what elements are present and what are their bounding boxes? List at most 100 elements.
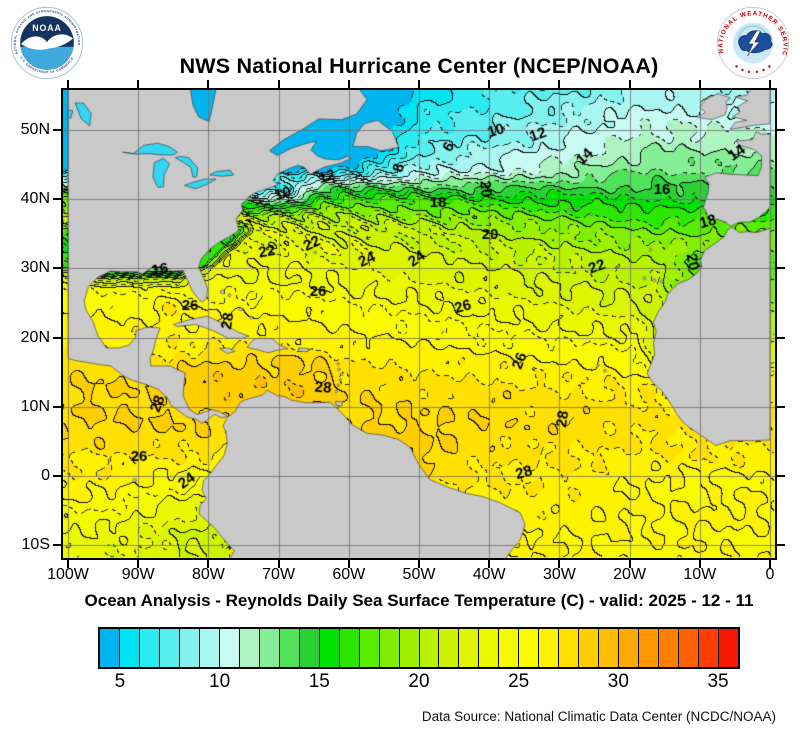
lon-tick-label: 70W <box>262 566 296 583</box>
colorbar-segment <box>538 629 559 667</box>
colorbar-segment <box>638 629 659 667</box>
page-title: NWS National Hurricane Center (NCEP/NOAA… <box>179 54 659 78</box>
lon-tick-top <box>418 80 420 88</box>
lon-tick-top <box>137 80 140 88</box>
lat-tick-label: 50N <box>20 121 50 138</box>
lat-tick-left <box>53 336 61 339</box>
colorbar-segment <box>658 629 679 667</box>
lon-tick-bottom <box>418 560 420 568</box>
colorbar-segment <box>438 629 459 667</box>
colorbar-segment <box>578 629 599 667</box>
lon-tick-label: 100W <box>47 566 89 583</box>
lon-tick-top <box>207 80 210 88</box>
colorbar-tick-label: 20 <box>408 671 430 692</box>
lon-tick-label: 30W <box>542 566 576 583</box>
lon-tick-bottom <box>67 560 69 568</box>
colorbar-segment <box>118 629 139 667</box>
colorbar-segment <box>278 629 299 667</box>
lon-tick-top <box>558 80 561 88</box>
nws-swirl <box>737 25 767 40</box>
map-frame <box>61 88 777 560</box>
colorbar-segment <box>318 629 339 667</box>
colorbar-segment <box>238 629 259 667</box>
colorbar-tick-label: 10 <box>209 671 231 692</box>
nws-lightning-icon <box>747 30 761 57</box>
colorbar-segment <box>358 629 379 667</box>
colorbar-tick-label: 35 <box>707 671 729 692</box>
colorbar-tick-label: 25 <box>508 671 530 692</box>
lon-tick-label: 20W <box>613 566 647 583</box>
lat-tick-right <box>777 267 785 270</box>
lat-tick-label: 30N <box>20 259 50 277</box>
colorbar-segment <box>458 629 479 667</box>
colorbar-segment <box>618 629 639 667</box>
colorbar-segment <box>198 629 219 667</box>
lat-tick-right <box>777 129 785 131</box>
colorbar-segment <box>258 629 279 667</box>
lat-tick-left <box>53 475 61 477</box>
noaa-bird-icon <box>21 34 73 50</box>
lat-tick-left <box>53 405 61 408</box>
colorbar-segment <box>698 629 719 667</box>
noaa-sea <box>20 46 74 70</box>
lon-tick-top <box>347 80 350 88</box>
lat-tick-left <box>53 267 61 270</box>
lon-tick-label: 50W <box>402 566 436 583</box>
nws-logo: NATIONAL WEATHER SERVICE <box>716 6 790 80</box>
lon-tick-label: 10W <box>683 566 717 583</box>
lon-tick-label: 0 <box>765 566 775 583</box>
colorbar-segment <box>298 629 319 667</box>
colorbar-segment <box>398 629 419 667</box>
lon-tick-bottom <box>628 560 631 568</box>
colorbar-tick-label: 30 <box>607 671 629 692</box>
lat-tick-right <box>777 336 785 339</box>
colorbar-tick-label: 5 <box>114 671 126 692</box>
lon-tick-top <box>628 80 631 88</box>
lon-tick-top <box>67 80 69 88</box>
lat-tick-label: 0 <box>41 467 50 484</box>
colorbar-segment <box>158 629 179 667</box>
lon-tick-label: 60W <box>332 566 366 583</box>
lon-tick-top <box>277 80 280 88</box>
colorbar-tick-label: 15 <box>308 671 330 692</box>
colorbar-segment <box>498 629 519 667</box>
lat-tick-left <box>53 198 61 201</box>
lat-tick-label: 20N <box>20 328 50 346</box>
lon-tick-top <box>698 80 701 88</box>
nws-cloud-icon <box>738 30 773 54</box>
noaa-center-text: NOAA <box>32 23 62 33</box>
colorbar-segment <box>598 629 619 667</box>
nws-ring-stars <box>735 65 771 74</box>
lon-tick-bottom <box>137 560 140 568</box>
noaa-logo: NATIONAL OCEANIC AND ATMOSPHERIC ADMINIS… <box>10 6 84 80</box>
lon-tick-top <box>769 80 771 88</box>
lat-tick-right <box>777 475 785 477</box>
data-source-text: Data Source: National Climatic Data Cent… <box>421 709 776 724</box>
colorbar-segment <box>100 629 119 667</box>
lat-tick-label: 10S <box>21 536 50 554</box>
lat-tick-right <box>777 405 785 408</box>
lon-tick-bottom <box>347 560 350 568</box>
lon-tick-bottom <box>277 560 280 568</box>
lat-tick-right <box>777 198 785 201</box>
lat-tick-left <box>53 544 61 547</box>
lon-tick-bottom <box>558 560 561 568</box>
colorbar-segment <box>558 629 579 667</box>
lon-tick-bottom <box>207 560 210 568</box>
colorbar-segment <box>718 629 738 667</box>
lat-tick-label: 10N <box>20 397 50 415</box>
lon-tick-label: 40W <box>472 566 506 583</box>
map-caption: Ocean Analysis - Reynolds Daily Sea Surf… <box>84 591 754 610</box>
colorbar-segment <box>178 629 199 667</box>
lat-tick-left <box>53 129 61 131</box>
colorbar-segment <box>478 629 499 667</box>
colorbar-segment <box>418 629 439 667</box>
lat-tick-label: 40N <box>20 190 50 208</box>
colorbar-segment <box>518 629 539 667</box>
lon-tick-bottom <box>698 560 701 568</box>
sst-map-canvas <box>63 90 775 558</box>
colorbar-segment <box>138 629 159 667</box>
lon-tick-top <box>488 80 491 88</box>
lon-tick-bottom <box>488 560 491 568</box>
colorbar-segment <box>378 629 399 667</box>
